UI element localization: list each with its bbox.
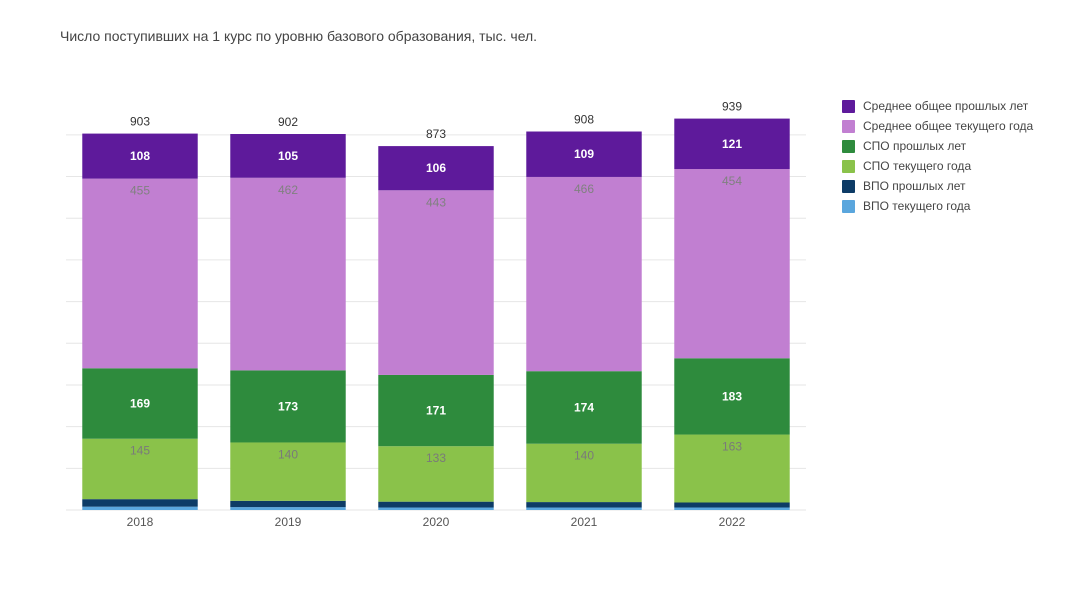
bar-segment[interactable]: [378, 502, 493, 508]
legend-label: СПО текущего года: [863, 159, 971, 173]
legend: Среднее общее прошлых лет Среднее общее т…: [842, 96, 1033, 216]
bar-segment[interactable]: [526, 507, 641, 510]
segment-label: 174: [574, 400, 594, 414]
segment-label: 462: [278, 183, 298, 197]
legend-swatch: [842, 180, 855, 193]
legend-swatch: [842, 100, 855, 113]
segment-label: 443: [426, 195, 446, 209]
legend-item[interactable]: СПО текущего года: [842, 156, 1033, 176]
legend-label: ВПО прошлых лет: [863, 179, 966, 193]
segment-label: 105: [278, 149, 298, 163]
segment-label: 121: [722, 137, 742, 151]
segment-label: 455: [130, 184, 150, 198]
chart-title: Число поступивших на 1 курс по уровню ба…: [60, 28, 537, 44]
bar-segment[interactable]: [674, 507, 789, 510]
segment-label: 454: [722, 174, 742, 188]
bar-segment[interactable]: [378, 507, 493, 510]
total-label: 873: [426, 127, 446, 141]
segment-label: 145: [130, 444, 150, 458]
x-axis-label: 2018: [127, 515, 154, 529]
chart-plot: 00.1M0.2M0.3M0.4M0.5M0.6M0.7M0.8M0.9M 90…: [66, 94, 816, 534]
legend-label: ВПО текущего года: [863, 199, 970, 213]
bar-segment[interactable]: [230, 507, 345, 510]
legend-item[interactable]: ВПО прошлых лет: [842, 176, 1033, 196]
segment-label: 169: [130, 396, 150, 410]
legend-item[interactable]: СПО прошлых лет: [842, 136, 1033, 156]
total-label: 903: [130, 115, 150, 129]
bar-segment[interactable]: [230, 178, 345, 371]
bar-segment[interactable]: [82, 179, 197, 369]
bar-segment[interactable]: [674, 169, 789, 358]
bar-segment[interactable]: [82, 499, 197, 507]
legend-label: Среднее общее прошлых лет: [863, 99, 1028, 113]
legend-swatch: [842, 140, 855, 153]
bar-segment[interactable]: [82, 507, 197, 510]
x-axis-label: 2022: [719, 515, 746, 529]
legend-swatch: [842, 120, 855, 133]
segment-label: 109: [574, 147, 594, 161]
legend-item[interactable]: ВПО текущего года: [842, 196, 1033, 216]
segment-label: 171: [426, 404, 446, 418]
legend-label: Среднее общее текущего года: [863, 119, 1033, 133]
bar-segment[interactable]: [378, 190, 493, 375]
segment-label: 140: [278, 447, 298, 461]
legend-item[interactable]: Среднее общее текущего года: [842, 116, 1033, 136]
bar-segment[interactable]: [230, 501, 345, 507]
bar-segment[interactable]: [526, 502, 641, 507]
chart-container: { "title": "Число поступивших на 1 курс …: [0, 0, 1084, 600]
total-label: 908: [574, 113, 594, 127]
total-label: 939: [722, 100, 742, 114]
segment-label: 106: [426, 161, 446, 175]
segment-label: 140: [574, 449, 594, 463]
segment-label: 133: [426, 451, 446, 465]
segment-label: 183: [722, 389, 742, 403]
segment-label: 163: [722, 440, 742, 454]
segment-label: 466: [574, 182, 594, 196]
x-axis-label: 2020: [423, 515, 450, 529]
bar-segment[interactable]: [526, 177, 641, 371]
bar-segment[interactable]: [674, 502, 789, 507]
segment-label: 173: [278, 399, 298, 413]
legend-item[interactable]: Среднее общее прошлых лет: [842, 96, 1033, 116]
legend-label: СПО прошлых лет: [863, 139, 966, 153]
legend-swatch: [842, 200, 855, 213]
x-axis-label: 2019: [275, 515, 302, 529]
x-axis-label: 2021: [571, 515, 598, 529]
total-label: 902: [278, 115, 298, 129]
legend-swatch: [842, 160, 855, 173]
segment-label: 108: [130, 149, 150, 163]
